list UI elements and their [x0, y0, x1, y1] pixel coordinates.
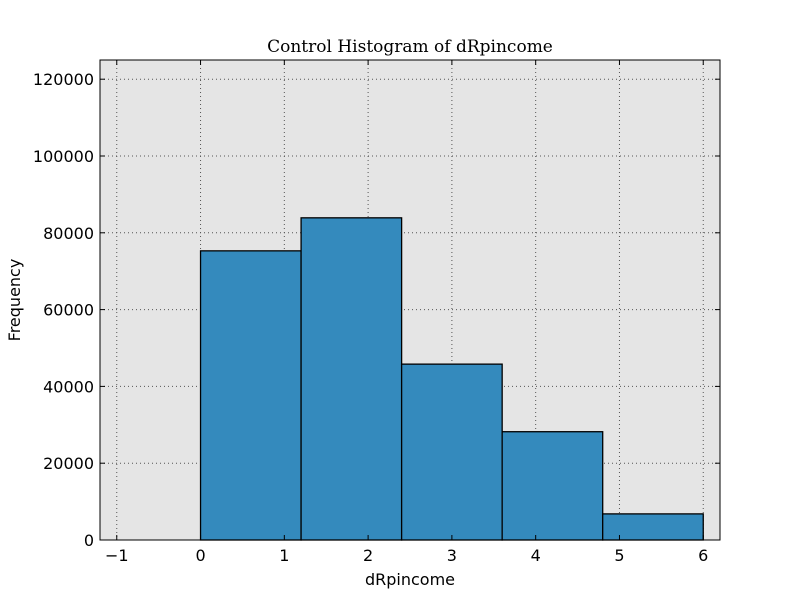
- y-tick-label: 60000: [43, 301, 94, 320]
- x-tick-label: 3: [447, 546, 457, 565]
- chart-title: Control Histogram of dRpincome: [267, 37, 553, 57]
- x-tick-label: 6: [698, 546, 708, 565]
- x-tick-label: 5: [614, 546, 624, 565]
- histogram-bar: [501, 431, 604, 541]
- x-tick-label: 4: [531, 546, 541, 565]
- histogram-bar: [602, 513, 704, 541]
- histogram-bars: [199, 217, 704, 541]
- x-tick-label: −1: [105, 546, 129, 565]
- y-tick-label: 120000: [33, 70, 94, 89]
- plot-frame: [99, 59, 721, 541]
- axis-ticks: −1 0 1 2 3 4 5 6 0 20000 40000 60000 80000 100000 1200…: [33, 60, 720, 565]
- x-tick-label: 2: [363, 546, 373, 565]
- x-axis-label: dRpincome: [365, 570, 455, 589]
- histogram-bar: [300, 217, 403, 541]
- x-tick-label: 1: [279, 546, 289, 565]
- y-tick-label: 100000: [33, 147, 94, 166]
- histogram-bar: [199, 250, 302, 541]
- y-tick-label: 80000: [43, 224, 94, 243]
- y-tick-label: 40000: [43, 377, 94, 396]
- y-tick-label: 20000: [43, 454, 94, 473]
- y-axis-label: Frequency: [5, 259, 24, 342]
- histogram-bar: [400, 363, 503, 541]
- y-tick-label: 0: [84, 531, 94, 550]
- x-tick-label: 0: [195, 546, 205, 565]
